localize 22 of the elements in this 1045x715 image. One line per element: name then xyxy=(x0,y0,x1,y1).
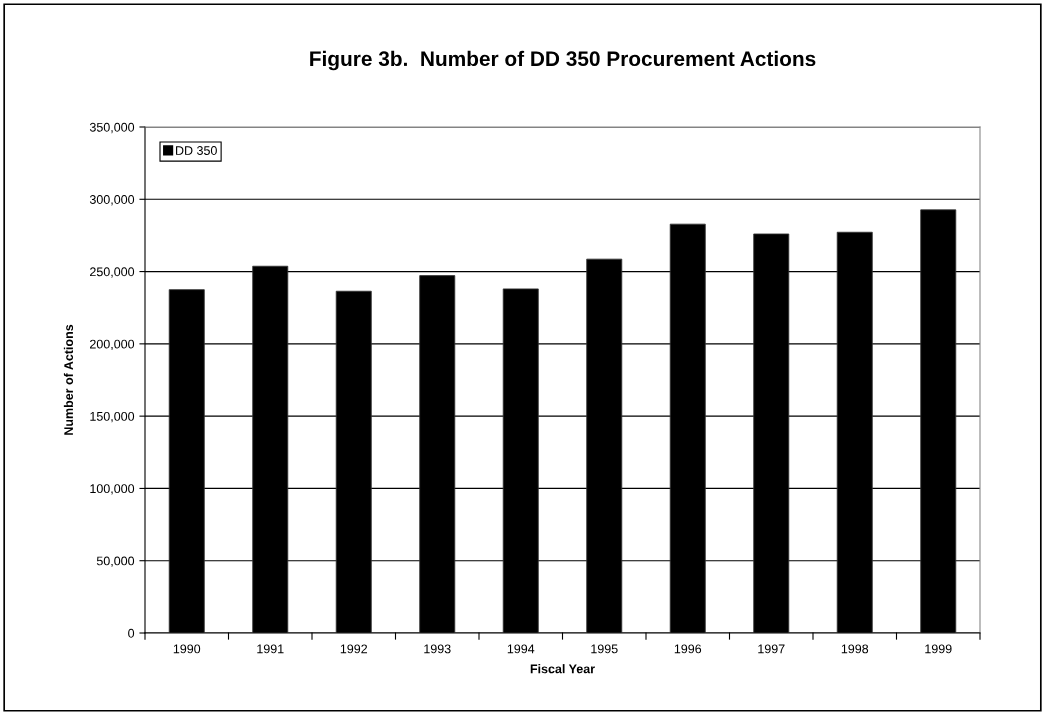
x-tick-label: 1998 xyxy=(841,644,869,654)
y-axis-title: Number of Actions xyxy=(63,324,74,435)
x-tick-label: 1999 xyxy=(925,644,952,654)
x-axis-title: Fiscal Year xyxy=(530,664,595,674)
chart-title: Figure 3b. Number of DD 350 Procurement Actions xyxy=(310,50,816,71)
y-tick-label: 150,000 xyxy=(90,411,135,423)
x-tick-label: 1994 xyxy=(507,644,535,654)
y-tick-label: 350,000 xyxy=(89,122,135,134)
y-tick-label: 200,000 xyxy=(90,339,135,350)
legend-label: DD 350 xyxy=(176,146,217,155)
y-tick-label: 50,000 xyxy=(96,556,135,567)
x-tick-label: 1997 xyxy=(758,644,785,654)
y-tick-label: 100,000 xyxy=(90,484,135,495)
x-tick-label: 1992 xyxy=(340,644,368,654)
y-tick-label: 0 xyxy=(128,628,135,638)
x-tick-label: 1995 xyxy=(591,644,618,654)
x-tick-label: 1991 xyxy=(257,644,284,654)
x-tick-label: 1996 xyxy=(674,644,702,654)
x-tick-label: 1990 xyxy=(173,644,201,654)
x-tick-label: 1993 xyxy=(424,644,451,654)
y-tick-label: 250,000 xyxy=(90,267,135,278)
y-tick-label: 300,000 xyxy=(89,195,135,206)
